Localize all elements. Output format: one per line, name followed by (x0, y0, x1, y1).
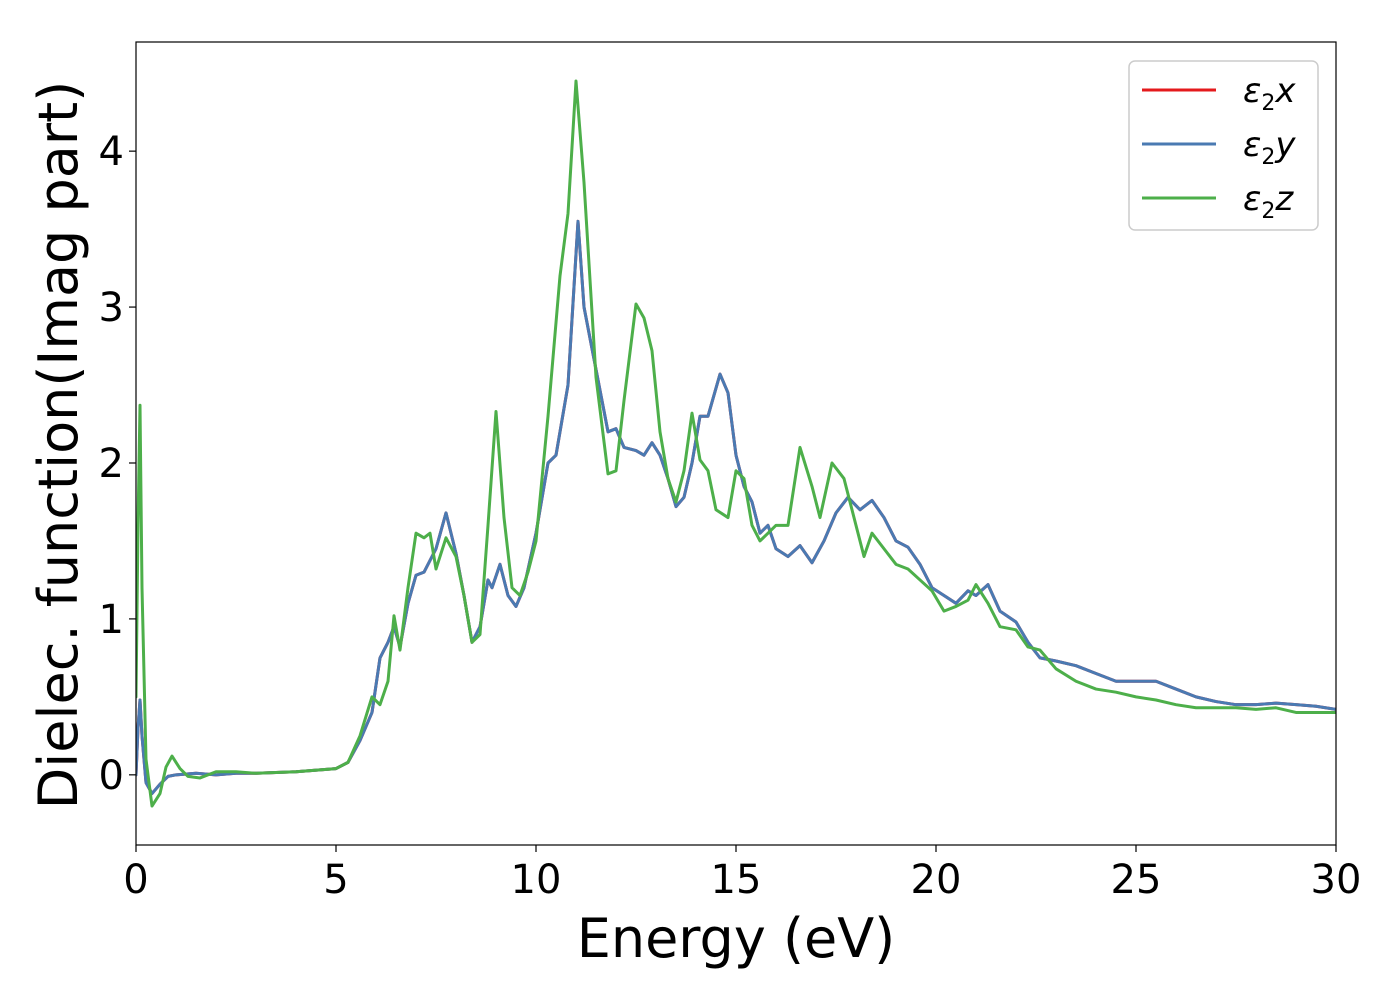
x-tick-label: 10 (511, 857, 562, 903)
y-axis-label: Dielec. function(Imag part) (27, 81, 90, 810)
x-tick-label: 5 (323, 857, 348, 903)
y-tick-label: 3 (99, 285, 124, 331)
x-tick-label: 25 (1111, 857, 1162, 903)
series-line-2 (136, 219, 1336, 796)
x-axis-label: Energy (eV) (577, 907, 896, 970)
series-line-1 (136, 219, 1336, 796)
legend-entry: ε2y (1243, 125, 1296, 170)
x-tick-label: 15 (711, 857, 762, 903)
series-line-3 (136, 79, 1336, 808)
y-tick-label: 0 (99, 753, 124, 799)
x-tick-label: 20 (911, 857, 962, 903)
legend-entry: ε2x (1243, 71, 1296, 116)
y-tick-label: 4 (99, 129, 124, 175)
legend: ε2x ε2y ε2z (1128, 60, 1319, 231)
x-axis-ticks: 0 5 10 15 20 25 30 (123, 845, 1361, 903)
x-tick-label: 0 (123, 857, 148, 903)
y-axis-ticks: 0 1 2 3 4 (99, 129, 136, 799)
y-tick-label: 1 (99, 597, 124, 643)
series-lines (136, 79, 1336, 808)
y-tick-label: 2 (99, 441, 124, 487)
legend-entry: ε2z (1243, 179, 1294, 224)
legend-box (1128, 60, 1319, 231)
x-tick-label: 30 (1311, 857, 1362, 903)
